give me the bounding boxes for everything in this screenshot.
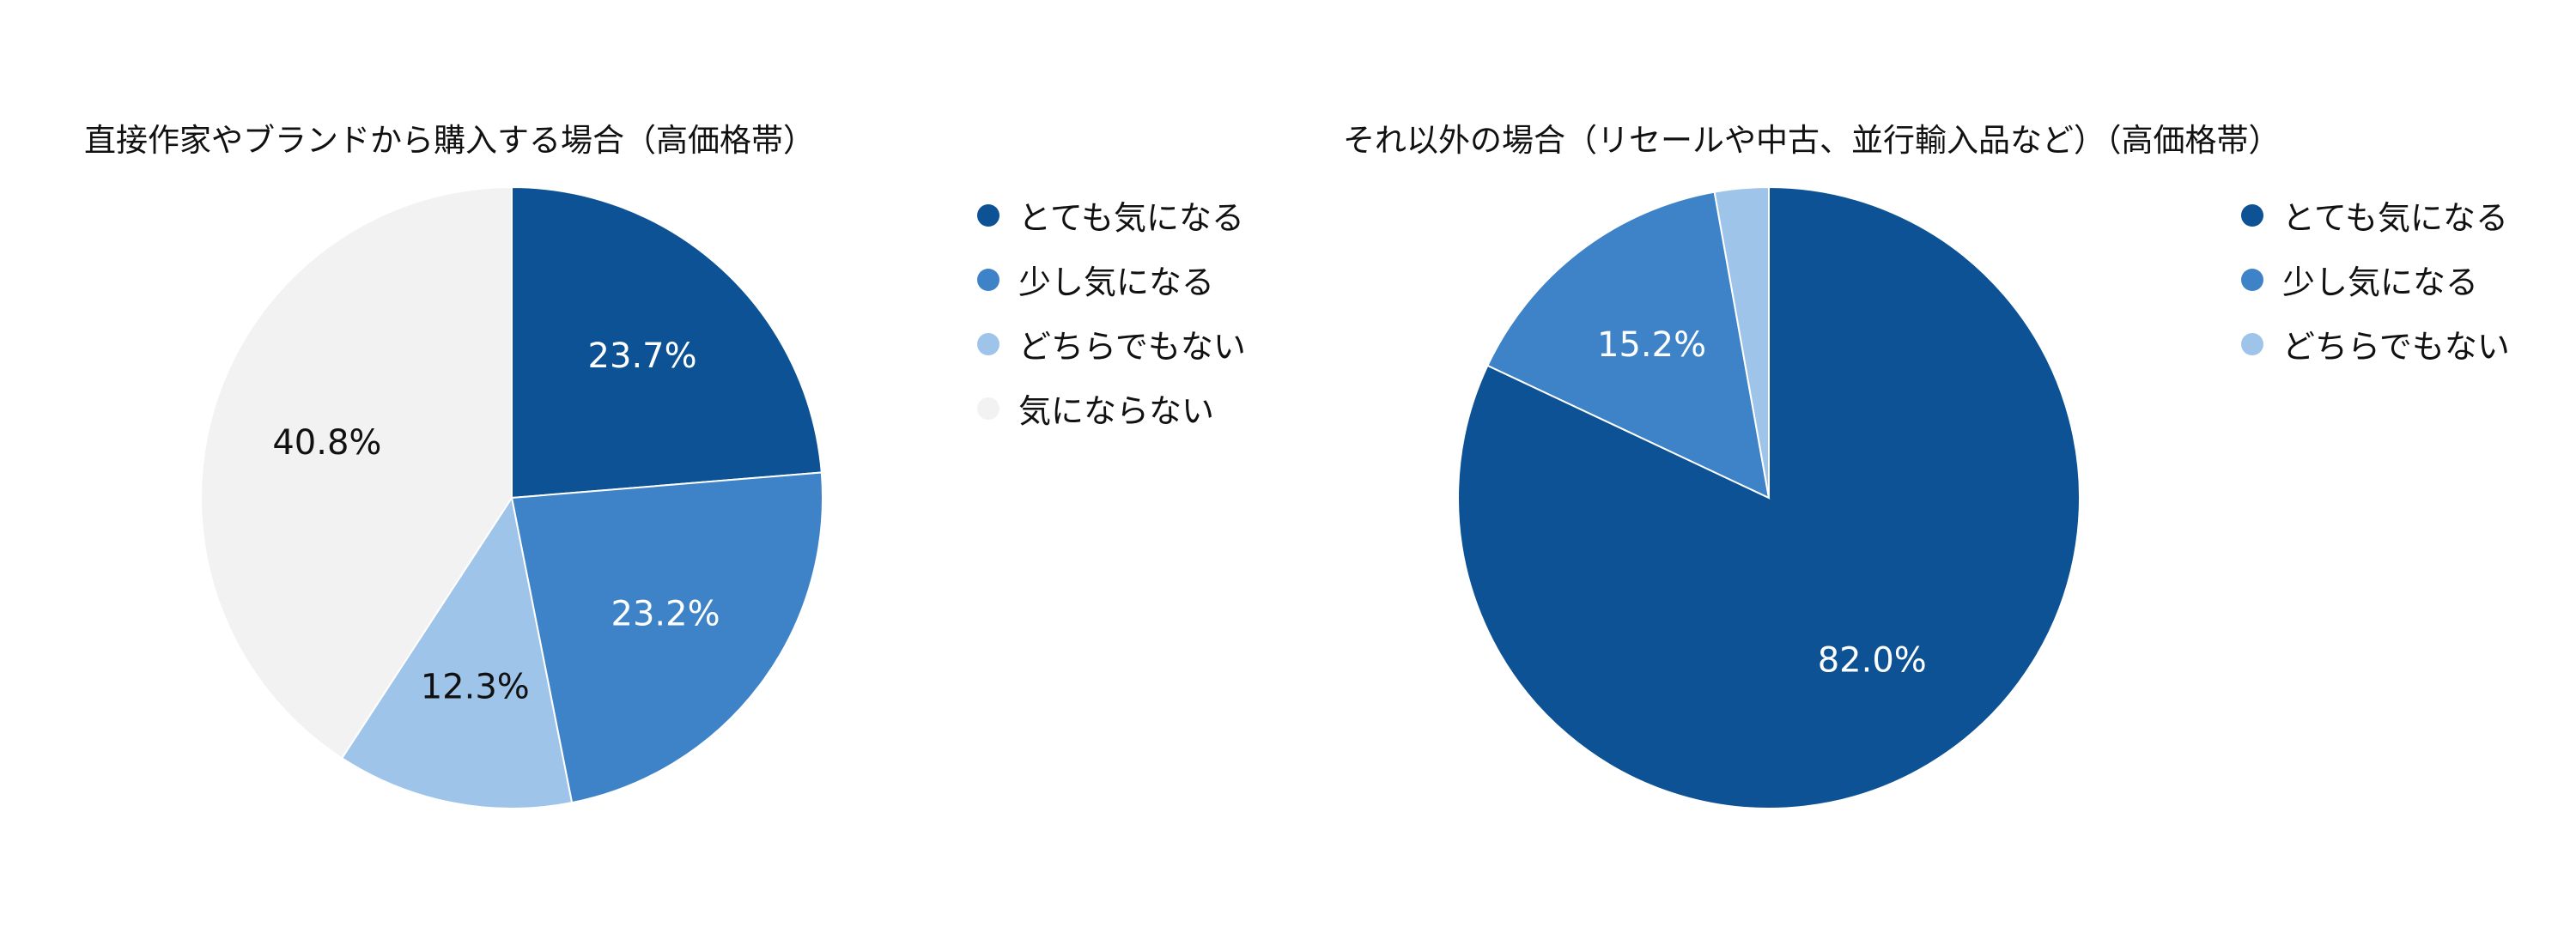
pie-chart: 23.7% 23.2% 12.3% 40.8% [200,185,823,809]
pie-slice [200,185,513,760]
legend-label: どちらでもない [2282,328,2510,366]
slice-data-label: 12.3% [421,667,530,706]
legend-item: とても気になる [977,183,1246,247]
pie-slice [1713,185,1770,499]
legend-label: とても気になる [1018,199,1244,237]
pie-slice [510,471,823,804]
chart-panel-right: それ以外の場合（リセールや中古、並行輸入品など）（高価格帯） 82.0% 15.2… [1288,0,2576,927]
slice-data-label: 82.0% [1818,641,1927,681]
legend-label: とても気になる [2282,199,2508,237]
pie-slice [511,185,823,500]
legend-swatch-icon [977,268,999,291]
legend-label: どちらでもない [1018,328,1246,366]
legend-swatch-icon [2241,203,2263,227]
legend-swatch-icon [977,203,999,227]
pie-slice [340,495,574,809]
pie-slice [1486,191,1771,500]
legend-item: 少し気になる [2241,247,2510,312]
legend-item: どちらでもない [2241,312,2510,376]
legend: とても気になる 少し気になる どちらでもない 気にならない [977,183,1246,440]
legend-swatch-icon [2241,268,2263,291]
legend-item: どちらでもない [977,312,1246,376]
legend: とても気になる 少し気になる どちらでもない [2241,183,2510,376]
legend-label: 少し気になる [2282,264,2479,301]
legend-swatch-icon [977,332,999,355]
slice-data-label: 15.2% [1597,325,1706,365]
chart-panel-left: 直接作家やブランドから購入する場合（高価格帯） 23.7% 23.2% 12.3% 4… [84,122,1246,809]
legend-item: とても気になる [2241,183,2510,247]
legend-label: 気にならない [1018,392,1215,430]
legend-label: 少し気になる [1018,264,1215,301]
legend-swatch-icon [977,397,999,420]
pie-slice [1457,185,2081,809]
chart-title: 直接作家やブランドから購入する場合（高価格帯） [84,122,815,159]
slice-data-label: 23.7% [588,336,697,376]
pie-chart: 82.0% 15.2% [1457,185,2081,809]
chart-title: それ以外の場合（リセールや中古、並行輸入品など）（高価格帯） [1343,122,2281,159]
legend-item: 少し気になる [977,247,1246,312]
legend-item: 気にならない [977,376,1246,440]
legend-swatch-icon [2241,332,2263,355]
slice-data-label: 40.8% [272,423,381,463]
slice-data-label: 23.2% [611,594,720,633]
